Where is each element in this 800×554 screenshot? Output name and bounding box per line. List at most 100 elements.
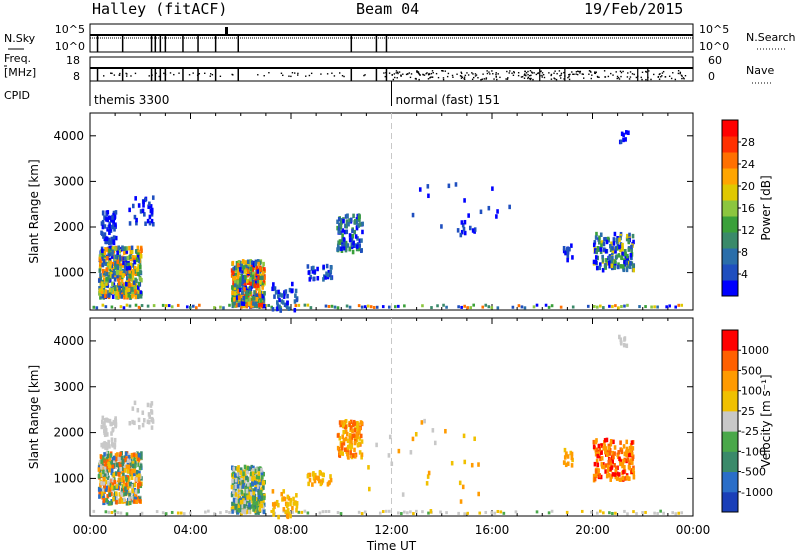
power-echo-cell xyxy=(131,255,135,260)
velocity-echo-cell xyxy=(358,426,362,432)
power-echo-cell xyxy=(372,305,376,309)
power-echo-cell xyxy=(566,250,570,256)
velocity-echo-cell xyxy=(277,502,280,508)
power-echo-cell xyxy=(253,265,256,270)
nave-dot xyxy=(288,75,290,77)
power-echo-cell xyxy=(101,231,104,237)
nave-dot xyxy=(280,72,283,74)
power-echo-cell xyxy=(134,249,138,254)
power-echo-cell xyxy=(460,229,464,235)
power-echo-cell xyxy=(130,245,134,251)
power-echo-cell xyxy=(105,217,108,222)
velocity-echo-cell xyxy=(329,477,333,483)
velocity-echo-cell xyxy=(496,509,500,513)
power-echo-cell xyxy=(109,226,112,232)
nave-dot xyxy=(626,76,629,78)
nave-dot xyxy=(633,73,635,76)
velocity-echo-cell xyxy=(137,456,140,462)
velocity-echo-cell xyxy=(105,451,109,456)
velocity-echo-cell xyxy=(566,454,570,459)
nave-dot xyxy=(680,74,683,77)
nave-dot xyxy=(590,77,592,80)
power-echo-cell xyxy=(142,203,145,208)
velocity-echo-cell xyxy=(401,492,405,497)
nave-dot xyxy=(508,72,510,74)
velocity-ylabel: Slant Range [km] xyxy=(27,365,41,469)
power-echo-cell xyxy=(135,267,139,273)
power-echo-cell xyxy=(117,294,120,300)
power-echo-cell xyxy=(125,249,129,254)
nave-dot xyxy=(441,70,443,72)
velocity-echo-cell xyxy=(262,499,265,505)
power-echo-cell xyxy=(440,224,443,229)
velocity-echo-cell xyxy=(110,468,114,473)
power-echo-cell xyxy=(252,263,256,268)
power-echo-cell xyxy=(99,282,103,287)
velocity-echo-cell xyxy=(101,415,105,421)
velocity-echo-cell xyxy=(344,447,347,452)
velocity-echo-cell xyxy=(100,454,103,460)
power-echo-cell xyxy=(294,304,298,308)
power-echo-cell xyxy=(316,276,320,281)
velocity-echo-cell xyxy=(259,489,263,495)
velocity-echo-cell xyxy=(409,510,412,514)
velocity-echo-cell xyxy=(319,481,323,487)
nave-dot xyxy=(520,76,523,78)
power-echo-cell xyxy=(243,298,247,304)
power-echo-cell xyxy=(125,303,129,307)
power-echo-cell xyxy=(341,243,344,248)
power-echo-cell xyxy=(244,275,247,280)
velocity-echo-cell xyxy=(547,511,551,515)
power-echo-cell xyxy=(243,287,246,292)
power-echo-cell xyxy=(313,269,317,274)
velocity-echo-cell xyxy=(257,490,260,495)
power-echo-cell xyxy=(117,281,121,286)
power-echo-cell xyxy=(608,263,611,269)
velocity-echo-cell xyxy=(131,406,135,411)
nave-dot xyxy=(590,71,592,73)
nave-dot xyxy=(198,73,201,75)
velocity-echo-cell xyxy=(134,460,137,465)
power-colorbar-label: 4 xyxy=(741,268,748,281)
nave-dot xyxy=(507,77,509,79)
velocity-echo-cell xyxy=(597,443,601,449)
power-echo-cell xyxy=(601,257,605,263)
velocity-echo-cell xyxy=(122,472,125,478)
power-echo-cell xyxy=(348,233,352,238)
velocity-echo-cell xyxy=(247,505,250,510)
power-echo-cell xyxy=(597,247,600,252)
velocity-echo-cell xyxy=(644,510,647,514)
velocity-echo-cell xyxy=(139,454,143,460)
velocity-echo-cell xyxy=(128,481,132,487)
velocity-echo-cell xyxy=(104,485,108,491)
nave-dot xyxy=(415,78,417,80)
power-echo-cell xyxy=(136,245,140,251)
power-echo-cell xyxy=(118,275,122,281)
power-echo-cell xyxy=(139,264,142,270)
velocity-echo-cell xyxy=(252,496,255,501)
velocity-echo-cell xyxy=(421,510,424,514)
power-echo-cell xyxy=(596,305,599,309)
power-echo-cell xyxy=(619,242,623,247)
velocity-echo-cell xyxy=(342,422,345,427)
power-echo-cell xyxy=(126,255,130,261)
power-echo-cell xyxy=(348,218,351,223)
power-echo-cell xyxy=(238,267,242,272)
power-echo-cell xyxy=(109,260,113,266)
velocity-echo-cell xyxy=(248,498,251,503)
velocity-echo-cell xyxy=(427,470,431,476)
nave-dot xyxy=(529,70,532,72)
power-echo-cell xyxy=(128,265,132,271)
velocity-echo-cell xyxy=(625,446,629,452)
velocity-frame xyxy=(89,317,694,517)
nave-dot xyxy=(674,78,677,81)
velocity-echo-cell xyxy=(213,512,216,516)
nave-dot xyxy=(595,71,597,73)
power-echo-cell xyxy=(511,305,515,309)
velocity-echo-cell xyxy=(161,511,165,515)
velocity-echo-cell xyxy=(606,449,609,455)
power-echo-cell xyxy=(613,231,617,237)
power-echo-cell xyxy=(113,227,116,232)
power-echo-cell xyxy=(348,305,352,309)
power-echo-cell xyxy=(603,237,606,242)
